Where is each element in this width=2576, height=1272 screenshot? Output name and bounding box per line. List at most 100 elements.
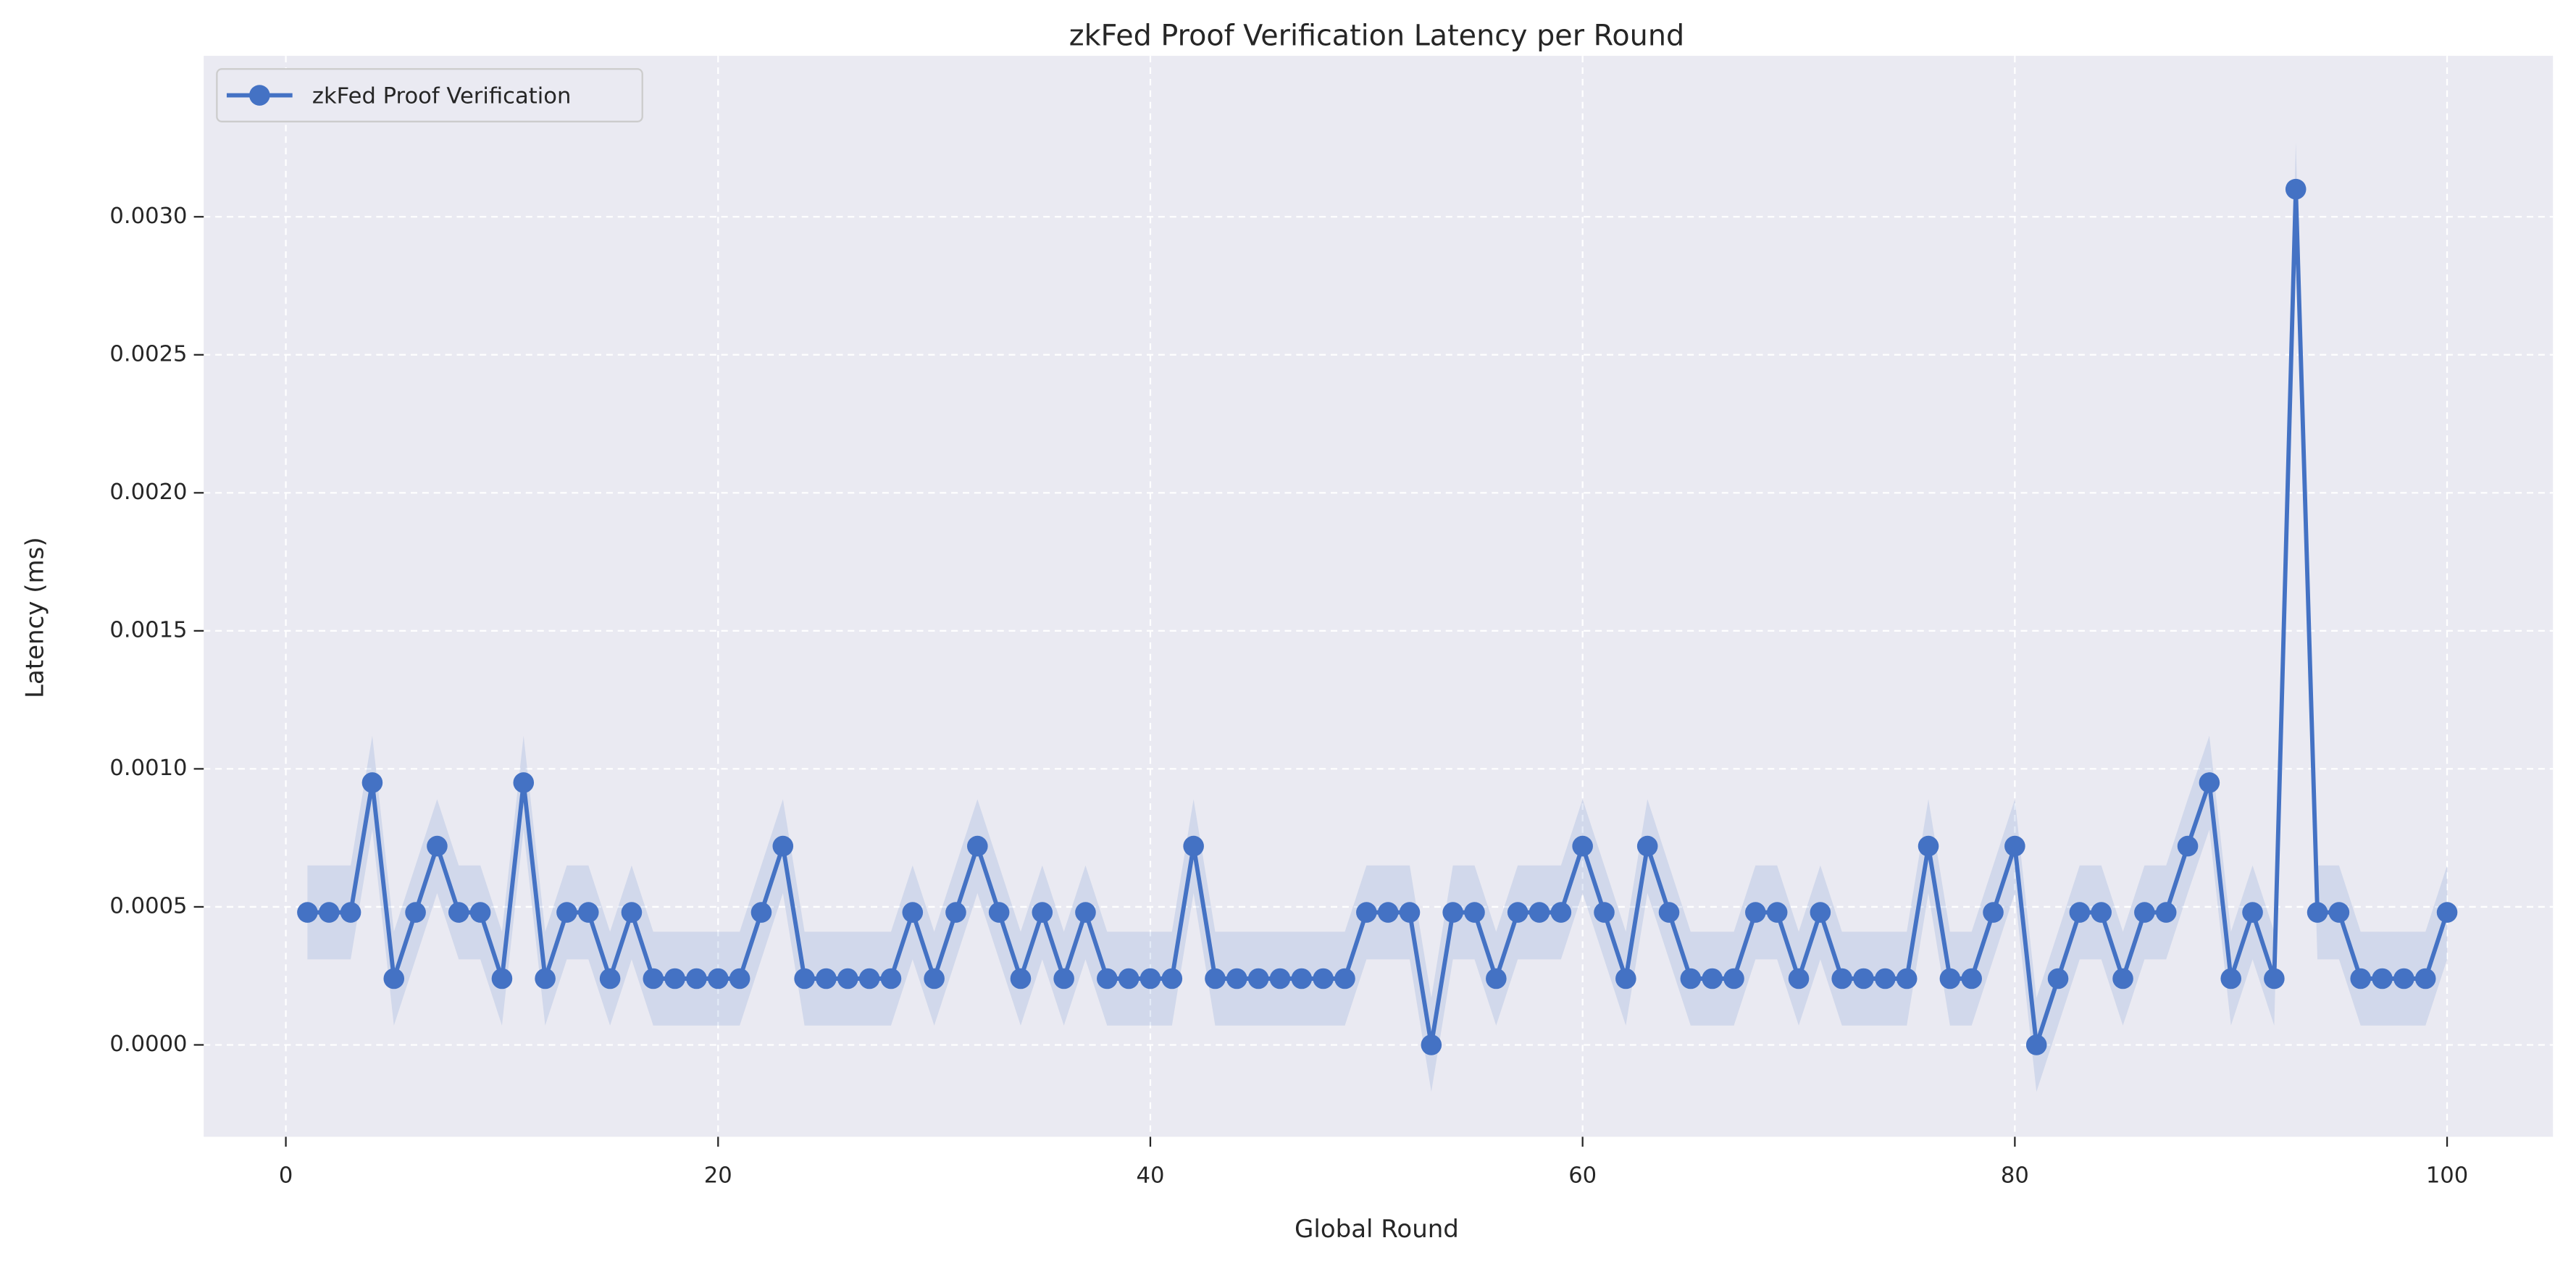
point [1831,968,1852,989]
point [1269,968,1291,989]
point [1486,968,1507,989]
point [1464,902,1485,923]
y-tick-label: 0.0015 [109,617,187,643]
point [1572,835,1593,857]
point [1529,902,1550,923]
x-tick-label: 20 [704,1163,732,1188]
point [902,902,924,923]
point [880,968,902,989]
y-tick-label: 0.0010 [109,756,187,781]
point [750,902,772,923]
point [448,902,469,923]
point [2025,1034,2047,1055]
point [297,902,318,923]
point [1939,968,1961,989]
grid [204,56,2554,1137]
point [2220,968,2241,989]
point [1594,902,1615,923]
point [1205,968,1226,989]
point [686,968,707,989]
point [1702,968,1723,989]
point [1961,968,1982,989]
point [729,968,750,989]
plot-area [204,56,2554,1137]
point [1032,902,1053,923]
point [1356,902,1377,923]
point [2177,835,2199,857]
point [772,835,794,857]
point [491,968,513,989]
line [307,189,2449,1046]
point [858,968,880,989]
point [1875,968,1896,989]
point [1680,968,1702,989]
legend-box [216,68,643,122]
point [577,902,599,923]
point [945,902,966,923]
point [1226,968,1247,989]
y-tick-label: 0.0005 [109,893,187,919]
point [816,968,837,989]
point [383,968,405,989]
point [1291,968,1313,989]
point [427,835,448,857]
point [1636,835,1658,857]
point [1507,902,1529,923]
y-axis-label: Latency (ms) [20,537,49,698]
point [1399,902,1421,923]
point [924,968,945,989]
point [1161,968,1183,989]
point [1118,968,1139,989]
point [1658,902,1680,923]
point [1334,968,1355,989]
point [621,902,643,923]
x-tick-label: 60 [1568,1163,1597,1188]
point [2112,968,2133,989]
point [318,902,340,923]
point [2372,968,2393,989]
point [967,835,988,857]
point [1723,968,1744,989]
point [2436,902,2458,923]
point [2047,968,2069,989]
point [1053,968,1074,989]
point [513,772,535,793]
point [2307,902,2328,923]
point [340,902,361,923]
point [2393,968,2414,989]
point [1550,902,1572,923]
point [1010,968,1032,989]
point [1075,902,1096,923]
point [1313,968,1334,989]
point [2350,968,2372,989]
point [2069,902,2091,923]
point [1810,902,1831,923]
point [1247,968,1269,989]
point [2285,178,2307,200]
point [1183,835,1204,857]
point [1853,968,1874,989]
point [2134,902,2155,923]
point [2264,968,2285,989]
chart-title: zkFed Proof Verification Latency per Rou… [1069,20,1684,53]
legend-label: zkFed Proof Verification [312,83,572,109]
point [405,902,426,923]
point [643,968,664,989]
point [2004,835,2025,857]
point [1766,902,1788,923]
x-tick-label: 80 [2001,1163,2029,1188]
point [1377,902,1399,923]
point [1442,902,1463,923]
point [1139,968,1161,989]
point [2199,772,2220,793]
point [1918,835,1939,857]
point [599,968,621,989]
error-band [307,142,2448,1092]
point [837,968,858,989]
point [1421,1034,1442,1055]
point [2414,968,2436,989]
point [1896,968,1918,989]
y-tick-label: 0.0000 [109,1032,187,1057]
point [469,902,491,923]
